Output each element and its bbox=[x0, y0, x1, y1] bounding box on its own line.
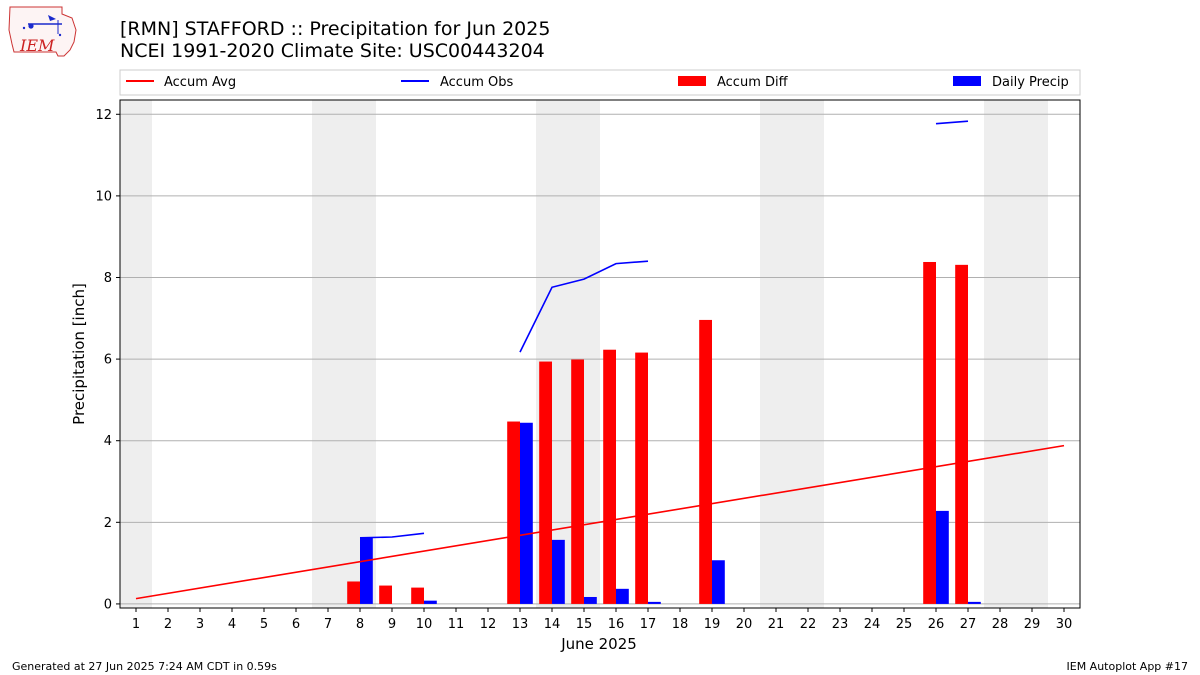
x-tick-label-15: 15 bbox=[576, 617, 593, 632]
x-tick-label-5: 5 bbox=[260, 617, 268, 632]
x-tick-label-10: 10 bbox=[416, 617, 433, 632]
plot-frame bbox=[119, 99, 1081, 609]
y-tick-label-0: 0 bbox=[104, 597, 112, 612]
legend-frame bbox=[119, 69, 1081, 96]
bar-accum-diff-day-14 bbox=[539, 361, 552, 604]
x-axis-label: June 2025 bbox=[560, 635, 637, 653]
x-tick-label-24: 24 bbox=[864, 617, 881, 632]
x-tick-label-8: 8 bbox=[356, 617, 364, 632]
x-tick-label-3: 3 bbox=[196, 617, 204, 632]
legend-label-daily-precip: Daily Precip bbox=[992, 75, 1069, 90]
bar-accum-diff-day-26 bbox=[923, 261, 936, 604]
bar-accum-diff-day-8 bbox=[347, 581, 360, 604]
footer-app: IEM Autoplot App #17 bbox=[1067, 660, 1189, 673]
weekend-shade-day-21 bbox=[760, 100, 792, 608]
y-tick-label-4: 4 bbox=[104, 434, 112, 449]
x-tick-label-21: 21 bbox=[768, 617, 785, 632]
x-tick-label-27: 27 bbox=[960, 617, 977, 632]
line-accum-obs-segment-3 bbox=[935, 120, 969, 125]
x-tick-label-17: 17 bbox=[640, 617, 657, 632]
bar-accum-diff-day-16 bbox=[603, 349, 616, 604]
x-tick-label-29: 29 bbox=[1024, 617, 1041, 632]
line-accum-obs-segment-2 bbox=[519, 260, 649, 353]
bar-daily-precip-day-14 bbox=[552, 539, 565, 604]
chart-title: [RMN] STAFFORD :: Precipitation for Jun … bbox=[120, 18, 550, 40]
x-tick-label-13: 13 bbox=[512, 617, 529, 632]
y-tick-label-2: 2 bbox=[104, 516, 112, 531]
x-tick-label-28: 28 bbox=[992, 617, 1009, 632]
legend-label-accum-obs: Accum Obs bbox=[440, 75, 513, 90]
logo-text: IEM bbox=[19, 36, 55, 55]
y-tick-label-10: 10 bbox=[95, 189, 112, 204]
bar-daily-precip-day-17 bbox=[648, 601, 661, 604]
bars bbox=[347, 261, 981, 604]
x-tick-label-25: 25 bbox=[896, 617, 913, 632]
x-tick-label-4: 4 bbox=[228, 617, 236, 632]
y-axis-ticks: 0 2 4 6 8 10 12 bbox=[95, 108, 120, 612]
bar-accum-diff-day-9 bbox=[379, 585, 392, 604]
bar-daily-precip-day-19 bbox=[712, 560, 725, 604]
bar-accum-diff-day-19 bbox=[699, 319, 712, 604]
x-tick-label-2: 2 bbox=[164, 617, 172, 632]
bar-daily-precip-day-26 bbox=[936, 510, 949, 604]
weekend-shade-day-7 bbox=[312, 100, 344, 608]
x-tick-label-16: 16 bbox=[608, 617, 625, 632]
legend: Accum Avg Accum Obs Accum Diff Daily Pre… bbox=[119, 69, 1081, 96]
x-tick-label-26: 26 bbox=[928, 617, 945, 632]
iem-logo: IEM bbox=[8, 6, 77, 57]
bar-daily-precip-day-10 bbox=[424, 600, 437, 604]
legend-label-accum-avg: Accum Avg bbox=[164, 75, 236, 90]
weekend-shade-day-1 bbox=[120, 100, 152, 608]
weekend-shade-day-29 bbox=[1016, 100, 1048, 608]
weekend-shade-day-28 bbox=[984, 100, 1016, 608]
x-tick-label-12: 12 bbox=[480, 617, 497, 632]
y-axis-label: Precipitation [inch] bbox=[70, 283, 88, 425]
bar-accum-diff-day-13 bbox=[507, 421, 520, 604]
x-tick-label-11: 11 bbox=[448, 617, 465, 632]
x-tick-label-7: 7 bbox=[324, 617, 332, 632]
weekend-shade-day-22 bbox=[792, 100, 824, 608]
y-tick-label-12: 12 bbox=[95, 108, 112, 123]
bar-accum-diff-day-17 bbox=[635, 352, 648, 604]
x-tick-label-23: 23 bbox=[832, 617, 849, 632]
bar-daily-precip-day-8 bbox=[360, 537, 373, 604]
bar-daily-precip-day-13 bbox=[520, 422, 533, 604]
x-tick-label-20: 20 bbox=[736, 617, 753, 632]
footer-generated: Generated at 27 Jun 2025 7:24 AM CDT in … bbox=[12, 660, 277, 673]
lines bbox=[135, 120, 1065, 600]
bar-accum-diff-day-15 bbox=[571, 359, 584, 604]
x-tick-label-22: 22 bbox=[800, 617, 817, 632]
x-tick-label-18: 18 bbox=[672, 617, 689, 632]
x-axis-ticks: 1 2 3 4 5 6 7 8 9 10 11 12 13 14 15 16 17 18 19 20 21 22 23 24 2… bbox=[132, 608, 1072, 632]
legend-label-accum-diff: Accum Diff bbox=[717, 75, 789, 90]
bar-accum-diff-day-27 bbox=[955, 264, 968, 604]
line-accum-obs-segment-1 bbox=[359, 532, 425, 539]
x-tick-label-9: 9 bbox=[388, 617, 396, 632]
y-tick-label-8: 8 bbox=[104, 271, 112, 286]
y-tick-label-6: 6 bbox=[104, 353, 112, 368]
line-accum-avg-segment-1 bbox=[135, 444, 1065, 600]
bar-daily-precip-day-16 bbox=[616, 588, 629, 604]
bar-daily-precip-day-15 bbox=[584, 596, 597, 604]
bar-daily-precip-day-27 bbox=[968, 601, 981, 604]
legend-swatch-daily-precip bbox=[953, 76, 981, 86]
x-tick-label-14: 14 bbox=[544, 617, 561, 632]
weekend-shade-day-8 bbox=[344, 100, 376, 608]
x-tick-label-1: 1 bbox=[132, 617, 140, 632]
bar-accum-diff-day-10 bbox=[411, 587, 424, 604]
x-tick-label-30: 30 bbox=[1056, 617, 1073, 632]
legend-swatch-accum-diff bbox=[678, 76, 706, 86]
x-tick-label-6: 6 bbox=[292, 617, 300, 632]
x-tick-label-19: 19 bbox=[704, 617, 721, 632]
chart-subtitle: NCEI 1991-2020 Climate Site: USC00443204 bbox=[120, 40, 545, 62]
